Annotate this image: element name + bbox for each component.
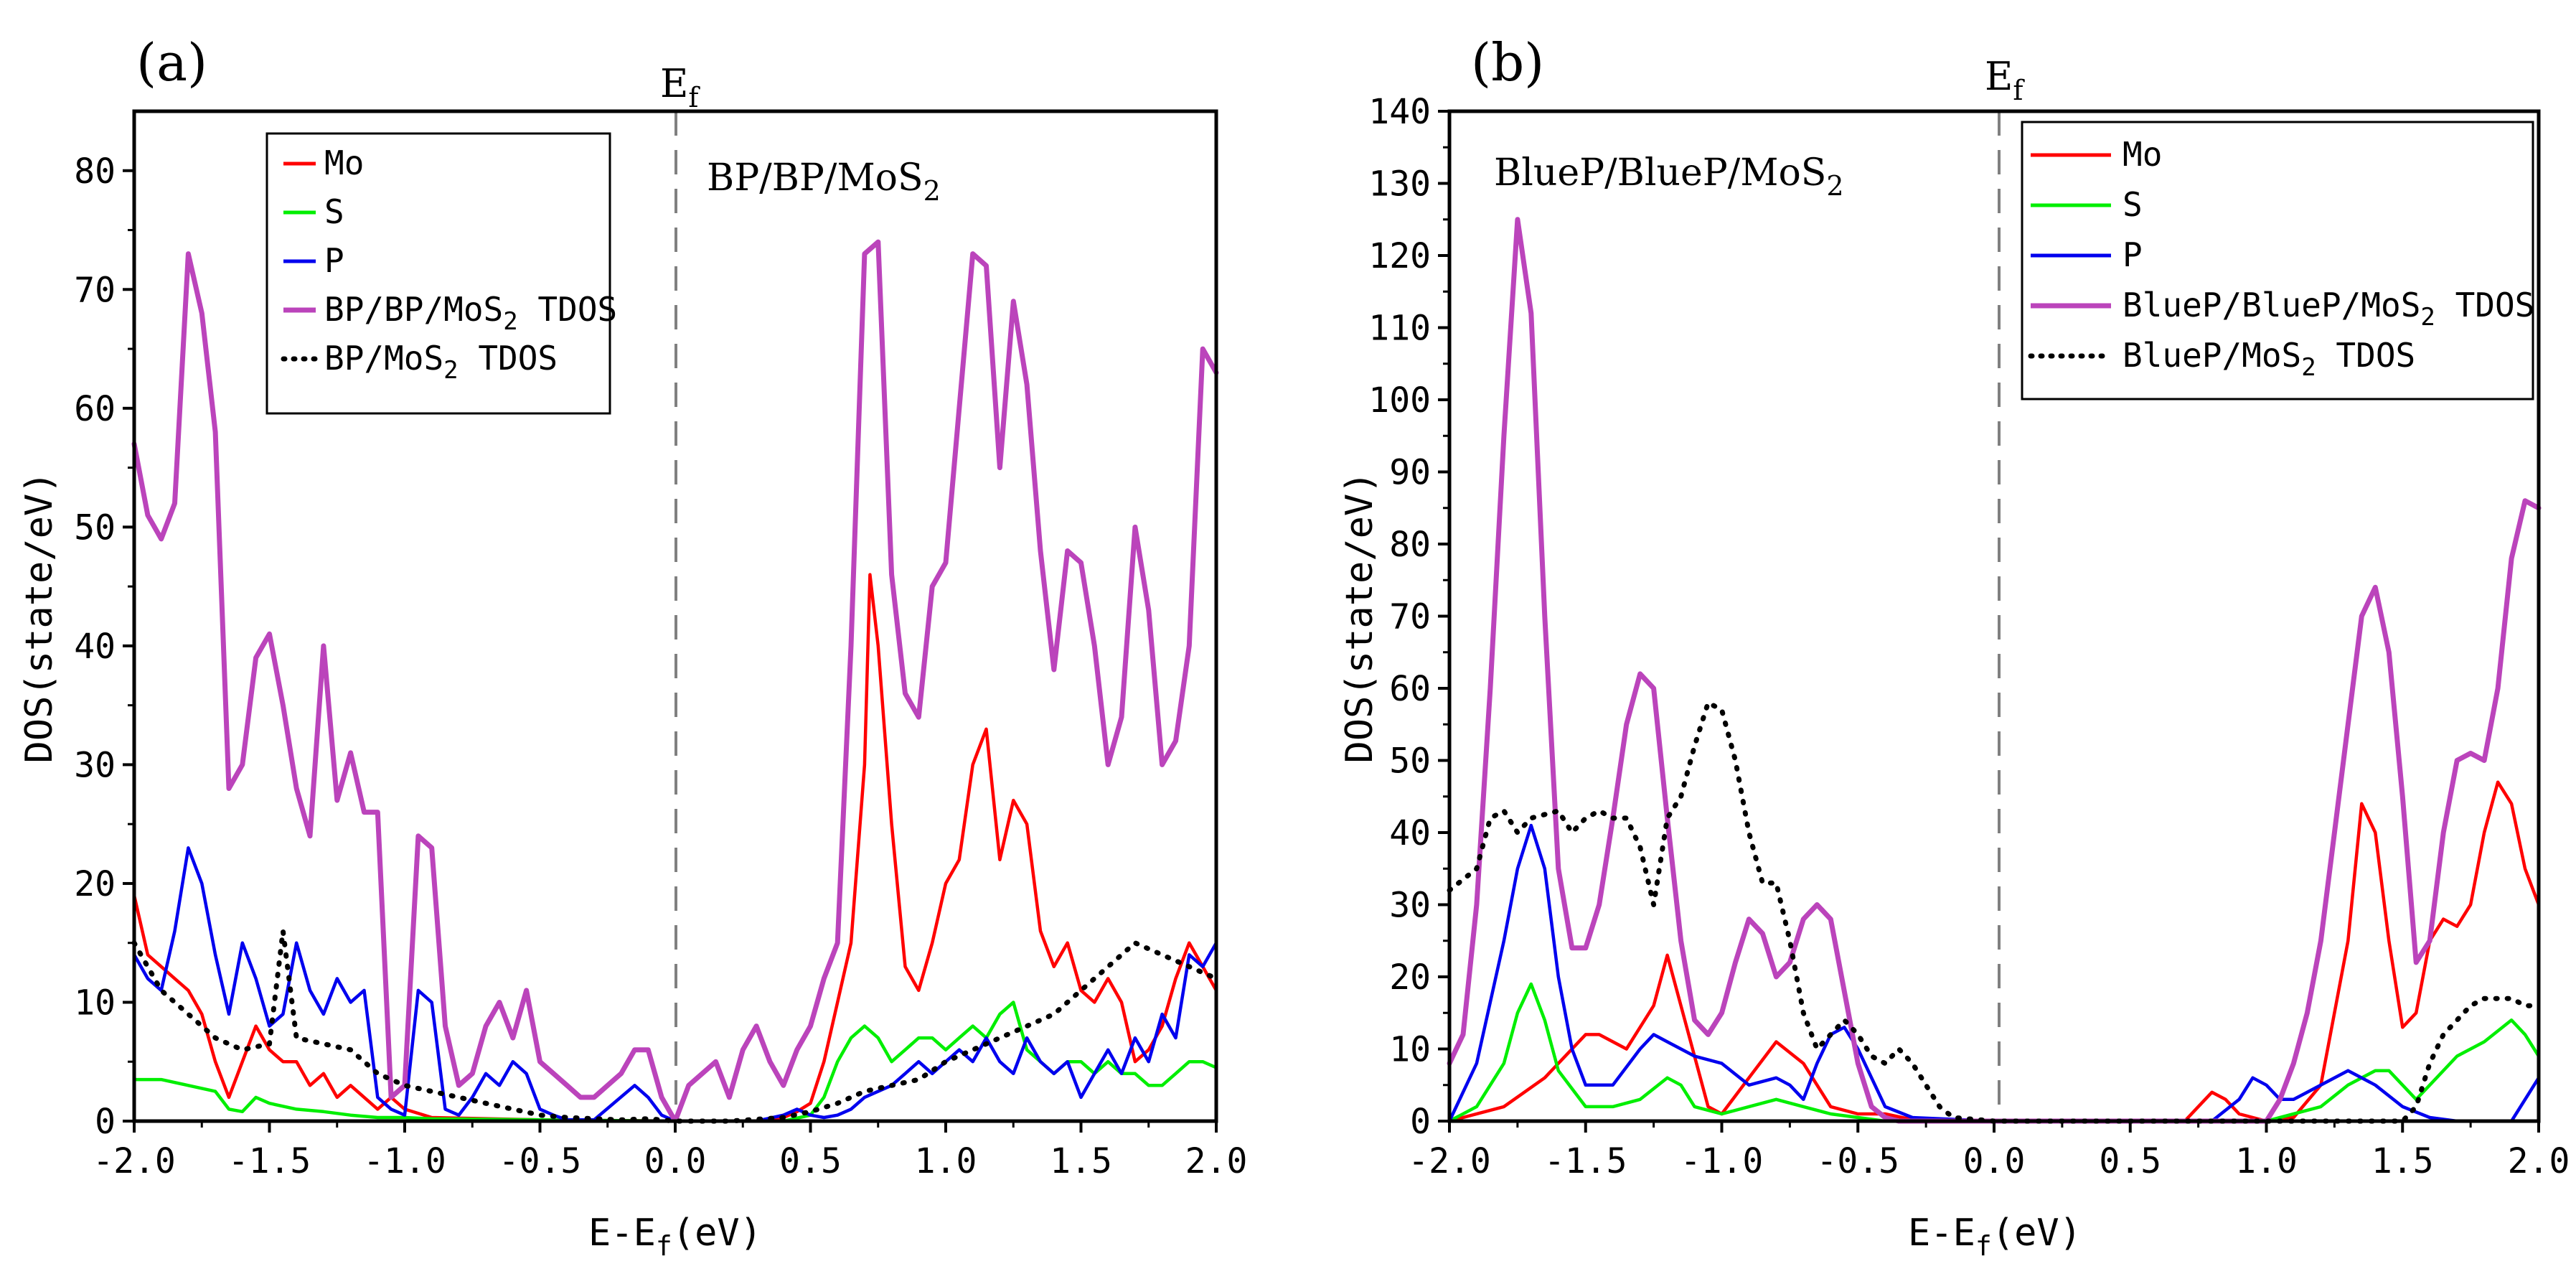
- panel-a-y-tick-label: 50: [74, 507, 116, 548]
- panel-b-y-tick-label: 10: [1389, 1030, 1431, 1070]
- panel-a: (a) Ef -2.0 -1.5 -1.0 -0.5 0.0 0.5 1.0 1.5 2.0 0…: [18, 32, 1247, 1262]
- panel-b-label: (b): [1471, 32, 1544, 93]
- panel-a-x-tick-label: 2.0: [1185, 1141, 1248, 1181]
- panel-a-annotation: BP/BP/MoS2: [707, 156, 941, 207]
- panel-b-y-tick-label: 120: [1368, 236, 1431, 276]
- panel-b-y-axis-title: DOS(state/eV): [1338, 472, 1381, 764]
- panel-a-legend-label: S: [324, 192, 344, 231]
- panel-a-y-tick-label: 60: [74, 389, 116, 429]
- panel-b-y-tick-label: 70: [1389, 597, 1431, 637]
- panel-a-x-tick-label: 0.5: [779, 1141, 842, 1181]
- panel-b-x-tick-label: -2.0: [1408, 1141, 1491, 1181]
- panel-a-fermi-label: Ef: [660, 61, 700, 113]
- panel-b-y-tick-label: 100: [1368, 380, 1431, 421]
- panel-b-y-tick-label: 110: [1368, 309, 1431, 349]
- panel-b-y-tick-label: 60: [1389, 669, 1431, 709]
- panel-a-y-tick-label: 10: [74, 983, 116, 1023]
- panel-b-x-ticks: -2.0 -1.5 -1.0 -0.5 0.0 0.5 1.0 1.5 2.0: [1408, 1121, 2570, 1181]
- panel-a-y-tick-label: 40: [74, 627, 116, 667]
- panel-a-x-tick-label: 0.0: [644, 1141, 707, 1181]
- panel-b-y-tick-label: 80: [1389, 525, 1431, 565]
- panel-a-y-tick-label: 70: [74, 270, 116, 310]
- panel-b-y-tick-label: 140: [1368, 92, 1431, 132]
- panel-a-legend-label: Mo: [324, 144, 364, 182]
- panel-a-x-tick-label: 1.5: [1050, 1141, 1112, 1181]
- panel-a-x-tick-label: -2.0: [93, 1141, 176, 1181]
- panel-b-x-tick-label: 0.0: [1963, 1141, 2026, 1181]
- panel-a-x-axis-title: E-Ef(eV): [588, 1212, 762, 1262]
- panel-a-legend-box: [265, 132, 611, 415]
- panel-b-fermi-label: Ef: [1985, 54, 2025, 106]
- panel-b-y-tick-label: 130: [1368, 164, 1431, 205]
- panel-a-y-tick-label: 80: [74, 151, 116, 192]
- panel-b-legend-label: S: [2123, 185, 2143, 224]
- panel-a-x-tick-label: 1.0: [915, 1141, 977, 1181]
- panel-a-series-s: [132, 1001, 1218, 1123]
- panel-a-legend-label: P: [324, 241, 344, 280]
- panel-a-x-tick-label: -0.5: [499, 1141, 582, 1181]
- panel-b-legend-label: P: [2123, 235, 2143, 274]
- panel-b-series-bluep-bluep-mos2-tdos: [1447, 217, 2542, 1124]
- panel-b-legend-label: Mo: [2123, 135, 2162, 174]
- panel-b-annotation: BlueP/BlueP/MoS2: [1494, 151, 1844, 202]
- panel-a-y-tick-label: 20: [74, 864, 116, 904]
- panel-b-x-tick-label: -0.5: [1816, 1141, 1899, 1181]
- panel-a-x-ticks: -2.0 -1.5 -1.0 -0.5 0.0 0.5 1.0 1.5 2.0: [93, 1121, 1247, 1181]
- panel-b-x-tick-label: 1.0: [2235, 1141, 2298, 1181]
- panel-b-y-ticks: 0 10 20 30 40 50 60 70 80 90 100 110 120 130 140: [1368, 92, 1449, 1142]
- panel-a-x-tick-label: -1.5: [228, 1141, 311, 1181]
- panel-b-series: [1447, 217, 2542, 1124]
- panel-a-y-tick-label: 30: [74, 745, 116, 785]
- panel-a-legend-label: BP/BP/MoS2 TDOS: [324, 290, 617, 336]
- panel-a-legend-label: BP/MoS2 TDOS: [324, 339, 558, 385]
- panel-b-y-tick-label: 0: [1410, 1102, 1431, 1142]
- panel-b-legend-label: BlueP/MoS2 TDOS: [2123, 336, 2415, 382]
- panel-b-y-tick-label: 40: [1389, 813, 1431, 853]
- panel-b-legend-box: [2021, 121, 2534, 400]
- panel-b-series-mo: [1447, 780, 2541, 1123]
- panel-b-x-tick-label: 2.0: [2508, 1141, 2570, 1181]
- panel-a-label: (a): [136, 32, 207, 93]
- panel-a-y-tick-label: 0: [95, 1102, 116, 1142]
- panel-b-y-tick-label: 20: [1389, 957, 1431, 998]
- panel-b-x-tick-label: 0.5: [2099, 1141, 2161, 1181]
- panel-b-legend-label: BlueP/BlueP/MoS2 TDOS: [2123, 286, 2534, 332]
- panel-a-y-ticks: 0 10 20 30 40 50 60 70 80: [74, 151, 134, 1142]
- panel-b-y-tick-label: 90: [1389, 453, 1431, 493]
- panel-a-series-p: [132, 846, 1218, 1123]
- panel-a-series-mo: [132, 573, 1218, 1123]
- panel-a-x-tick-label: -1.0: [363, 1141, 446, 1181]
- panel-b-series-bluep-mos2-tdos: [1447, 700, 2542, 1124]
- panel-b-x-tick-label: -1.0: [1680, 1141, 1764, 1181]
- panel-b-series-s: [1447, 982, 2541, 1123]
- panel-a-y-axis-title: DOS(state/eV): [18, 472, 61, 764]
- panel-b-x-tick-label: 1.5: [2371, 1141, 2434, 1181]
- panel-b-y-tick-label: 50: [1389, 741, 1431, 782]
- panel-b-y-tick-label: 30: [1389, 886, 1431, 926]
- panel-b-x-axis-title: E-Ef(eV): [1908, 1212, 2082, 1262]
- panel-b-x-tick-label: -1.5: [1544, 1141, 1627, 1181]
- panel-b-series-p: [1447, 823, 2541, 1123]
- panel-b: (b) Ef -2.0 -1.5 -1.0 -0.5 0.0 0.5 1.0 1.5 2.0 0…: [1338, 32, 2570, 1262]
